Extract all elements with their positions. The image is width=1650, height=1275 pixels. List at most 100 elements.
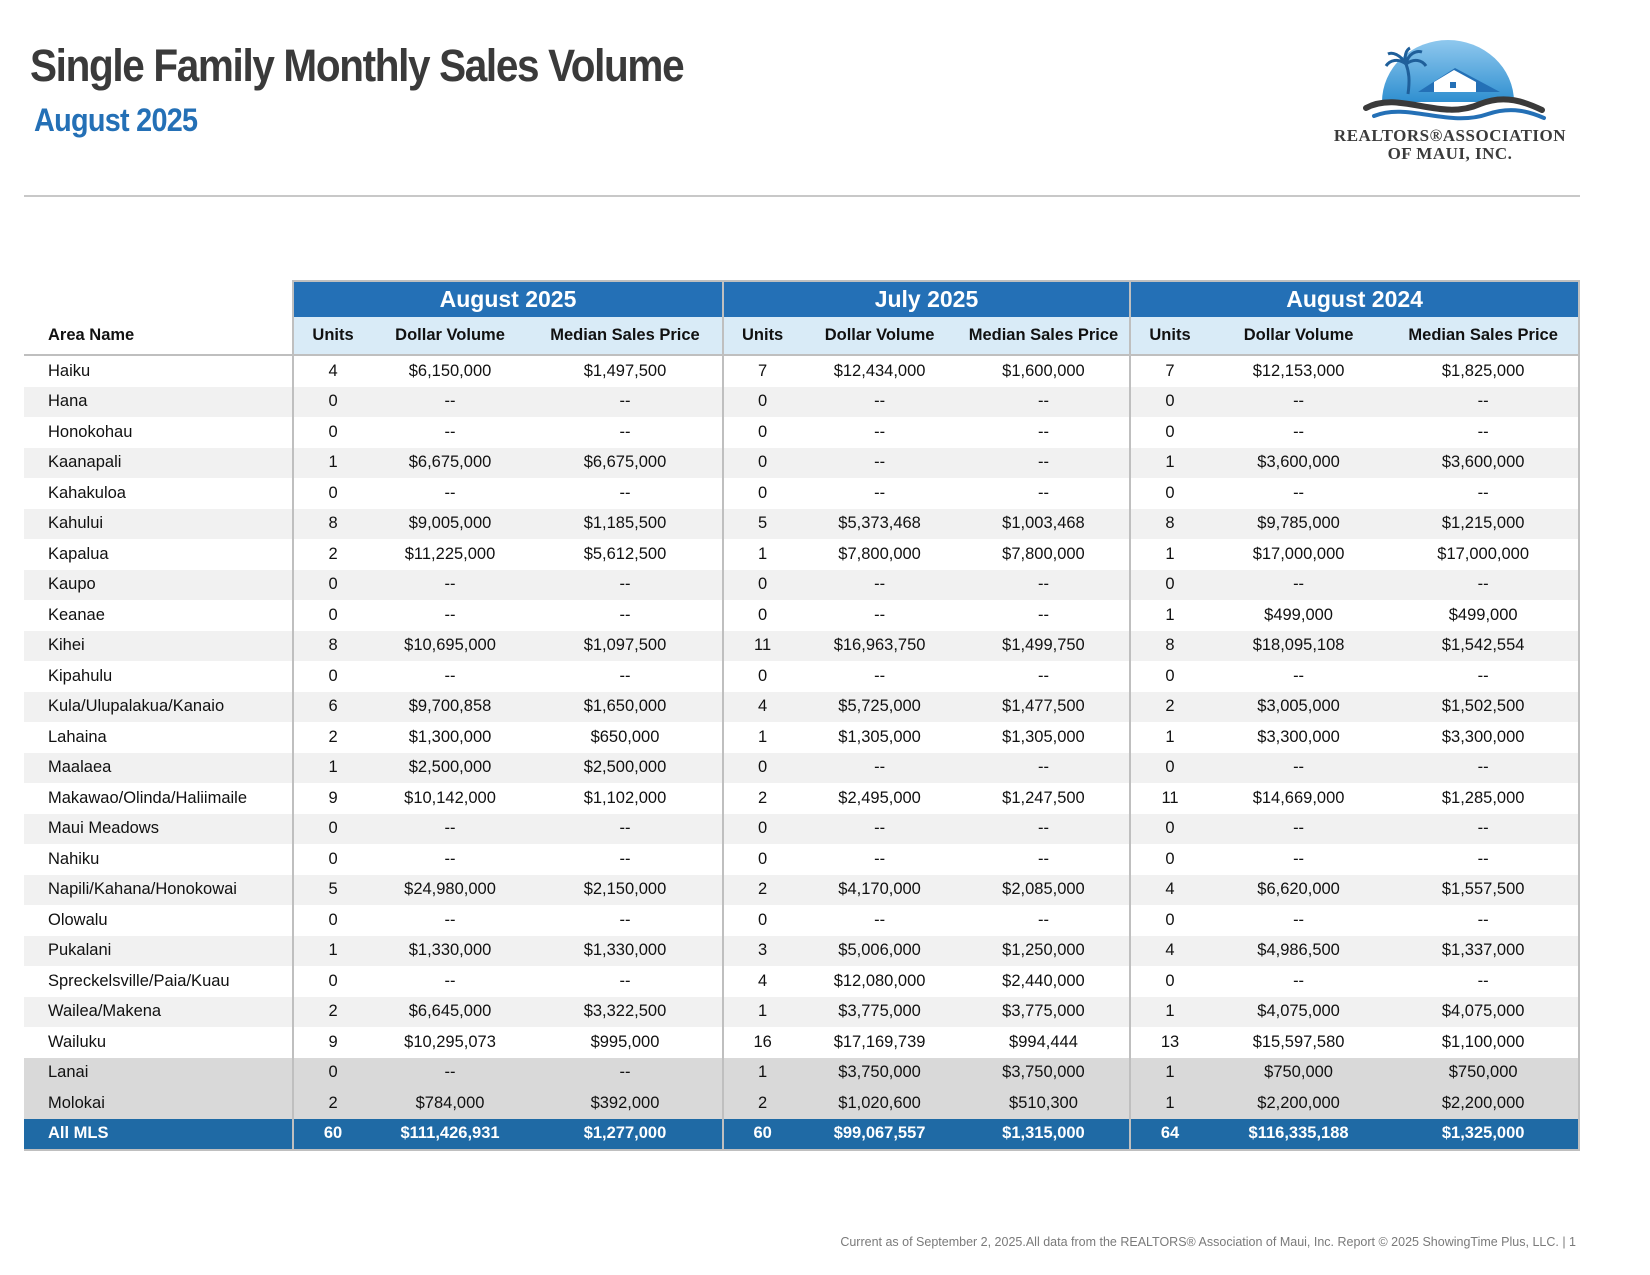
dollar-volume-cell: $12,080,000 [801,966,958,997]
units-cell: 4 [721,691,802,722]
units-cell: 0 [292,905,372,936]
area-name-cell: Olowalu [24,905,294,936]
median-price-header: Median Sales Price [957,317,1132,356]
median-sales-price-cell: -- [528,813,724,844]
total-row: All MLS 60 $111,426,931 $1,277,000 60 $99,067… [24,1118,1580,1151]
units-cell: 0 [721,844,802,875]
median-sales-price-cell: $510,300 [957,1088,1132,1119]
area-name-cell: Kahakuloa [24,478,294,509]
units-cell: 1 [721,996,802,1027]
units-cell: 2 [721,874,802,905]
units-cell: 0 [292,966,372,997]
median-sales-price-cell: $1,315,000 [957,1118,1132,1151]
dollar-volume-cell: -- [371,813,529,844]
median-sales-price-cell: $1,502,500 [1388,691,1580,722]
units-cell: 1 [721,539,802,570]
dollar-volume-cell: $15,597,580 [1208,1027,1389,1058]
dollar-volume-cell: $784,000 [371,1088,529,1119]
units-cell: 0 [292,844,372,875]
dollar-volume-cell: -- [371,905,529,936]
area-name-cell: Molokai [24,1088,294,1119]
median-sales-price-cell: -- [528,1057,724,1088]
dollar-volume-cell: $18,095,108 [1208,630,1389,661]
table-row: Lahaina 2 $1,300,000 $650,000 1 $1,305,000 $1,… [24,722,1580,753]
median-sales-price-cell: $1,825,000 [1388,355,1580,387]
dollar-volume-cell: $3,300,000 [1208,722,1389,753]
area-name-cell: Napili/Kahana/Honokowai [24,874,294,905]
dollar-volume-cell: $11,225,000 [371,539,529,570]
median-sales-price-cell: $3,322,500 [528,996,724,1027]
dollar-volume-cell: $10,695,000 [371,630,529,661]
units-cell: 0 [1129,386,1209,417]
area-name-header: Area Name [24,317,294,356]
units-cell: 1 [292,752,372,783]
dollar-volume-header: Dollar Volume [1208,317,1389,356]
median-sales-price-cell: $1,600,000 [957,355,1132,387]
association-logo: REALTORS®ASSOCIATION OF MAUI, INC. [1330,30,1570,170]
median-sales-price-cell: -- [1388,844,1580,875]
table-row: Wailuku 9 $10,295,073 $995,000 16 $17,169,739… [24,1027,1580,1058]
dollar-volume-cell: $9,005,000 [371,508,529,539]
page-subtitle: August 2025 [34,102,198,138]
median-sales-price-cell: $1,250,000 [957,935,1132,966]
median-sales-price-cell: $392,000 [528,1088,724,1119]
table-row: Spreckelsville/Paia/Kuau 0 -- -- 4 $12,080,00… [24,966,1580,997]
dollar-volume-cell: $2,495,000 [801,783,958,814]
units-cell: 0 [292,478,372,509]
dollar-volume-cell: $6,645,000 [371,996,529,1027]
dollar-volume-cell: -- [371,966,529,997]
units-cell: 1 [292,447,372,478]
dollar-volume-cell: $5,725,000 [801,691,958,722]
units-cell: 13 [1129,1027,1209,1058]
table-row: Kula/Ulupalakua/Kanaio 6 $9,700,858 $1,650,… [24,691,1580,722]
median-sales-price-cell: -- [1388,966,1580,997]
median-sales-price-cell: $994,444 [957,1027,1132,1058]
table-row: Maalaea 1 $2,500,000 $2,500,000 0 -- -- 0 -- -- [24,752,1580,783]
dollar-volume-cell: -- [371,1057,529,1088]
dollar-volume-cell: $12,153,000 [1208,355,1389,387]
units-cell: 2 [1129,691,1209,722]
dollar-volume-cell: $499,000 [1208,600,1389,631]
dollar-volume-cell: -- [371,386,529,417]
median-sales-price-cell: $1,330,000 [528,935,724,966]
units-cell: 11 [721,630,802,661]
units-cell: 6 [292,691,372,722]
median-sales-price-cell: $1,215,000 [1388,508,1580,539]
table-row: Hana 0 -- -- 0 -- -- 0 -- -- [24,386,1580,417]
units-cell: 0 [1129,905,1209,936]
dollar-volume-cell: $6,620,000 [1208,874,1389,905]
median-sales-price-cell: -- [957,844,1132,875]
dollar-volume-cell: -- [801,661,958,692]
median-sales-price-cell: -- [528,661,724,692]
dollar-volume-cell: $111,426,931 [371,1118,529,1151]
median-sales-price-cell: -- [528,569,724,600]
median-sales-price-cell: -- [1388,386,1580,417]
median-sales-price-cell: $17,000,000 [1388,539,1580,570]
median-sales-price-cell: -- [528,386,724,417]
median-sales-price-cell: $2,150,000 [528,874,724,905]
units-cell: 64 [1129,1118,1209,1151]
units-cell: 60 [292,1118,372,1151]
dollar-volume-cell: $10,142,000 [371,783,529,814]
median-sales-price-cell: $3,600,000 [1388,447,1580,478]
median-sales-price-cell: $4,075,000 [1388,996,1580,1027]
units-cell: 1 [721,722,802,753]
dollar-volume-cell: $5,006,000 [801,935,958,966]
median-sales-price-cell: -- [1388,661,1580,692]
median-sales-price-cell: -- [957,447,1132,478]
median-sales-price-cell: $2,500,000 [528,752,724,783]
units-cell: 16 [721,1027,802,1058]
dollar-volume-cell: -- [1208,905,1389,936]
median-sales-price-cell: $1,499,750 [957,630,1132,661]
logo-text-line1: REALTORS®ASSOCIATION [1333,126,1567,145]
units-cell: 0 [721,417,802,448]
median-sales-price-cell: $1,477,500 [957,691,1132,722]
units-cell: 1 [1129,447,1209,478]
dollar-volume-cell: -- [801,386,958,417]
units-cell: 1 [1129,1088,1209,1119]
median-sales-price-cell: $1,337,000 [1388,935,1580,966]
units-cell: 4 [292,355,372,387]
median-sales-price-cell: $1,097,500 [528,630,724,661]
units-header: Units [721,317,802,356]
dollar-volume-cell: $1,305,000 [801,722,958,753]
